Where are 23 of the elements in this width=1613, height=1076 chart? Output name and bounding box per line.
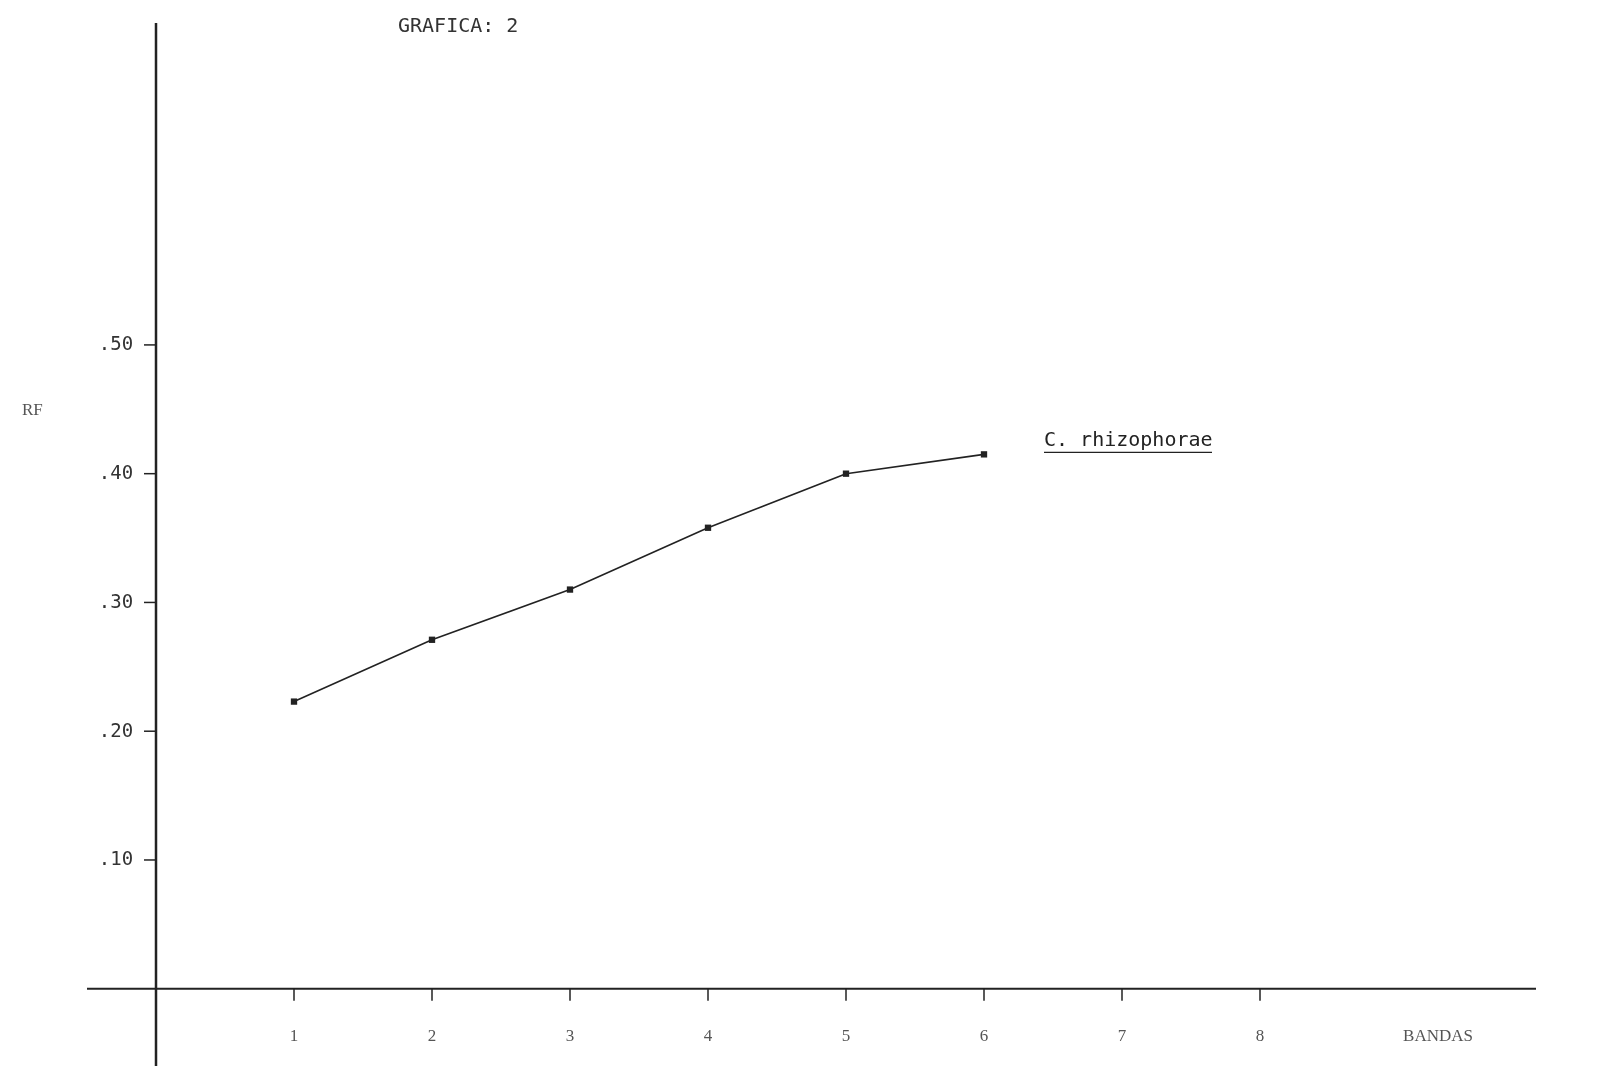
x-tick-label: 3	[565, 1025, 575, 1045]
y-tick-label: .30	[98, 589, 134, 612]
x-tick-label: 1	[289, 1025, 299, 1045]
point	[842, 470, 850, 477]
point	[566, 586, 574, 593]
x-tick-label: 5	[841, 1025, 851, 1045]
x-tick-label: 2	[427, 1025, 437, 1045]
y-tick-label: .50	[98, 332, 134, 355]
x-tick-label: 7	[1117, 1025, 1127, 1045]
point	[290, 698, 298, 705]
x-tick-label: 6	[979, 1025, 989, 1045]
x-axis-title: BANDAS	[1403, 1025, 1473, 1045]
point	[980, 451, 988, 458]
x-tick-label: 8	[1255, 1025, 1265, 1045]
y-tick-label: .40	[98, 461, 134, 484]
text: C. rhizophorae	[1044, 427, 1213, 452]
y-tick-label: .10	[98, 847, 134, 870]
y-tick-label: .20	[98, 718, 134, 741]
point	[704, 524, 712, 531]
x-tick-label: 4	[703, 1025, 713, 1045]
chart-title: GRAFICA: 2	[398, 13, 519, 37]
y-axis-title: RF	[22, 400, 43, 419]
point	[428, 636, 436, 643]
